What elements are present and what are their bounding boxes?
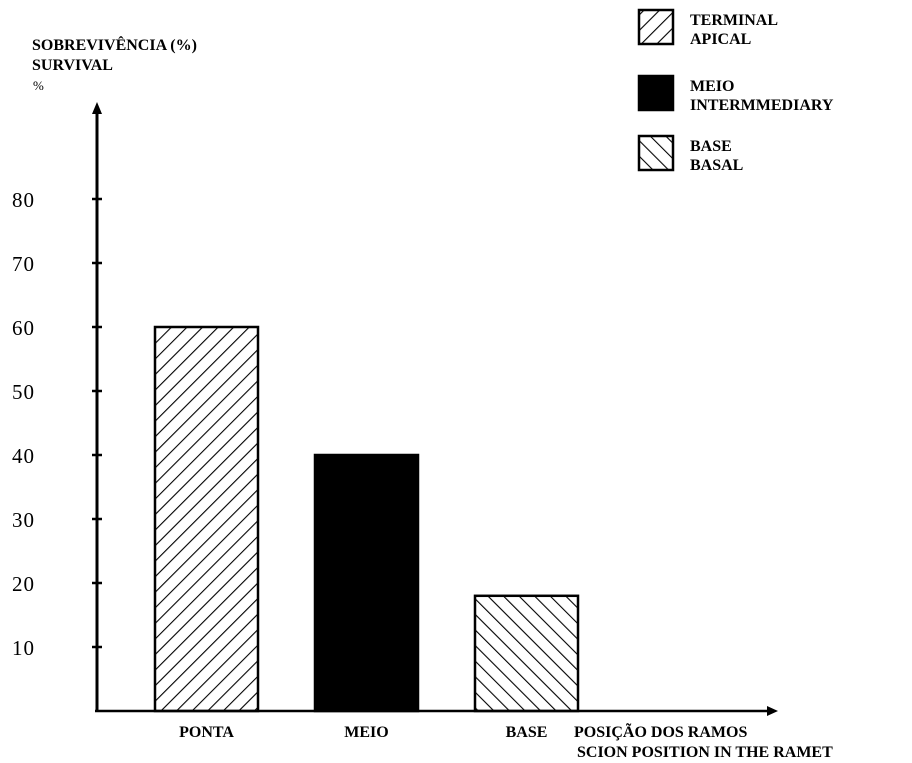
y-axis: 10 20 30 40 50 60 70 80 — [12, 102, 102, 712]
y-tick-label: 30 — [12, 508, 35, 532]
legend-label: INTERMMEDIARY — [690, 97, 834, 114]
legend-swatch — [637, 134, 675, 172]
y-tick-label: 40 — [12, 444, 35, 468]
x-tick-label: MEIO — [344, 724, 388, 741]
legend-label: TERMINAL — [690, 12, 778, 29]
x-tick-label: BASE — [506, 724, 548, 741]
legend-swatch — [637, 8, 675, 46]
y-axis-title-line-1: SOBREVIVÊNCIA (%) — [32, 35, 197, 54]
bars — [153, 325, 580, 713]
bar-base — [473, 594, 580, 713]
y-unit-symbol: % — [33, 78, 44, 93]
x-tick-label: PONTA — [179, 724, 234, 741]
legend-label: BASE — [690, 138, 732, 155]
y-axis-arrowhead — [92, 102, 102, 114]
y-axis-title-line-2: SURVIVAL — [32, 57, 113, 74]
y-tick-label: 80 — [12, 188, 35, 212]
legend: TERMINAL APICAL MEIO INTERMMEDIARY BASE BASAL — [637, 8, 834, 174]
x-axis-arrowhead — [767, 706, 778, 716]
bar-ponta — [153, 325, 260, 713]
legend-item-1: TERMINAL APICAL — [637, 8, 778, 48]
y-tick-label: 50 — [12, 380, 35, 404]
y-axis-title: SOBREVIVÊNCIA (%) SURVIVAL % — [32, 35, 197, 93]
legend-label: BASAL — [690, 157, 743, 174]
bar-meio — [313, 453, 420, 713]
y-ticks: 10 20 30 40 50 60 70 80 — [12, 188, 102, 660]
y-tick-label: 60 — [12, 316, 35, 340]
legend-label: MEIO — [690, 78, 734, 95]
y-tick-label: 10 — [12, 636, 35, 660]
x-tick-labels: PONTA MEIO BASE — [179, 724, 547, 741]
legend-item-2: MEIO INTERMMEDIARY — [637, 74, 834, 114]
legend-swatch — [637, 74, 675, 112]
legend-label: APICAL — [690, 31, 751, 48]
x-axis-title-line-2: SCION POSITION IN THE RAMET — [577, 744, 833, 761]
x-axis-title-line-1: POSIÇÃO DOS RAMOS — [574, 722, 747, 741]
y-tick-label: 20 — [12, 572, 35, 596]
y-tick-label: 70 — [12, 252, 35, 276]
x-axis-title: POSIÇÃO DOS RAMOS SCION POSITION IN THE … — [574, 722, 833, 761]
legend-item-3: BASE BASAL — [637, 134, 743, 174]
